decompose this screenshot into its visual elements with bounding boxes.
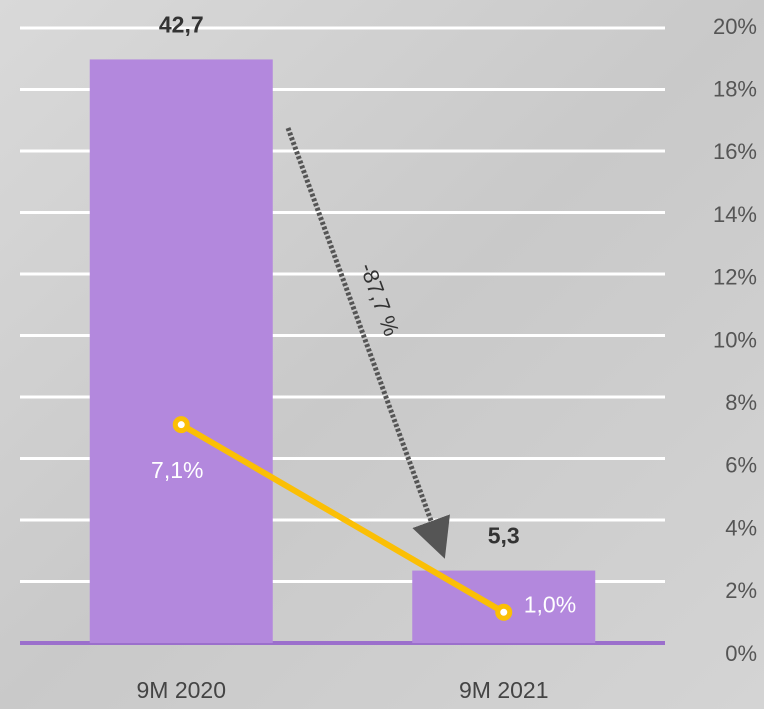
- x-tick-label: 9M 2021: [459, 677, 549, 703]
- line-marker: [495, 603, 513, 621]
- y2-tick-label: 20%: [713, 14, 757, 39]
- y2-tick-label: 0%: [725, 641, 757, 666]
- y2-tick-label: 18%: [713, 77, 757, 102]
- y2-tick-label: 4%: [725, 515, 757, 540]
- x-tick-label: 9M 2020: [136, 677, 226, 703]
- line-marker: [172, 416, 190, 434]
- y2-tick-label: 6%: [725, 453, 757, 478]
- bar: [89, 59, 273, 643]
- y2-tick-label: 16%: [713, 139, 757, 164]
- bar-value-label: 42,7: [159, 12, 204, 38]
- bar-value-label: 5,3: [488, 523, 520, 549]
- change-arrow: [285, 127, 450, 559]
- y2-tick-label: 12%: [713, 265, 757, 290]
- line: [179, 422, 506, 615]
- y2-tick-label: 10%: [713, 327, 757, 352]
- y2-tick-label: 2%: [725, 578, 757, 603]
- y2-tick-label: 14%: [713, 202, 757, 227]
- line-value-label: 1,0%: [524, 591, 576, 617]
- y2-tick-label: 8%: [725, 390, 757, 415]
- line-value-label: 7,1%: [151, 457, 203, 483]
